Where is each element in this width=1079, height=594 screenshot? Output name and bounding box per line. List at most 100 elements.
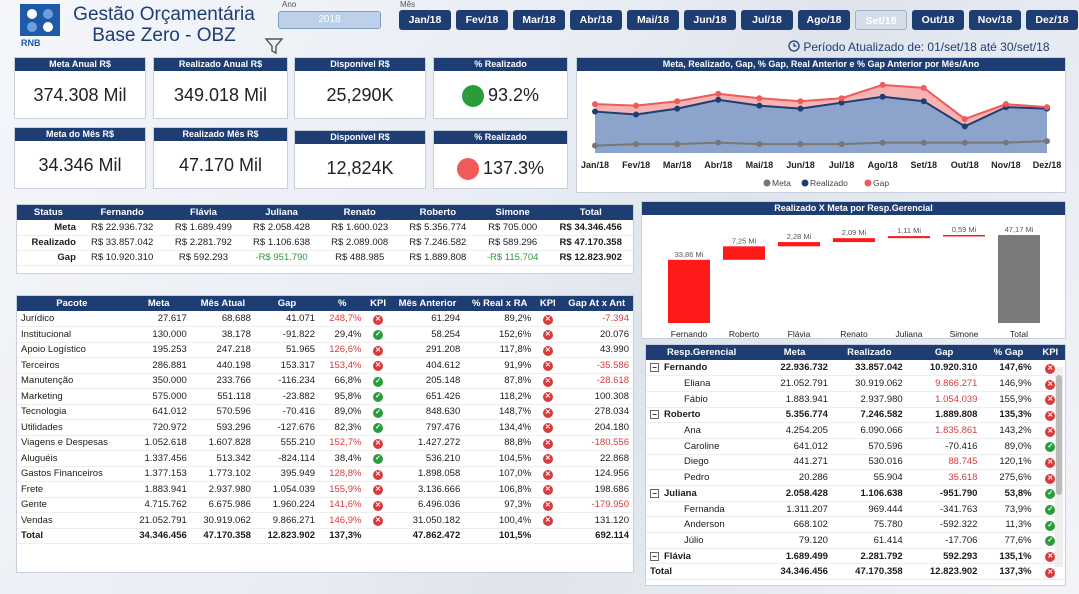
bar-roberto[interactable] bbox=[723, 246, 765, 260]
point-realizado[interactable] bbox=[674, 105, 681, 112]
table-row[interactable]: Apoio Logístico 195.253 247.218 51.965 126,6… bbox=[17, 342, 633, 358]
collapse-icon[interactable]: − bbox=[650, 551, 659, 561]
bar-renato[interactable] bbox=[833, 238, 875, 243]
table-row[interactable]: Fábio 1.883.941 2.937.980 1.054.039 155,9% ✕ bbox=[646, 391, 1065, 408]
total-row[interactable]: Total 34.346.456 47.170.358 12.823.902 137,3… bbox=[646, 563, 1065, 581]
table-row[interactable]: Marketing 575.000 551.118 -23.882 95,8% ✓ 651.… bbox=[17, 388, 633, 405]
point-meta[interactable] bbox=[1002, 139, 1009, 146]
table-row[interactable]: Pedro 20.286 55.904 35.618 275,6% ✕ bbox=[646, 469, 1065, 486]
point-realizado[interactable] bbox=[633, 111, 640, 118]
table-row[interactable]: Anderson 668.102 75.780 -592.322 11,3% ✓ bbox=[646, 516, 1065, 534]
point-gap[interactable] bbox=[674, 98, 681, 105]
column-header[interactable]: Fernando bbox=[79, 205, 165, 220]
point-gap[interactable] bbox=[715, 90, 722, 97]
column-header[interactable]: % Real x RA bbox=[464, 296, 536, 311]
table-row[interactable]: Aluguéis 1.337.456 513.342 -824.114 38,4% ✓ 53… bbox=[17, 450, 633, 467]
total-row[interactable]: Total 34.346.456 47.170.358 12.823.902 137,3… bbox=[17, 527, 633, 544]
column-header[interactable]: Flávia bbox=[164, 205, 243, 220]
point-meta[interactable] bbox=[961, 139, 968, 146]
point-realizado[interactable] bbox=[961, 123, 968, 130]
table-row[interactable]: Ana 4.254.205 6.090.066 1.835.861 143,2% ✕ bbox=[646, 422, 1065, 439]
collapse-icon[interactable]: − bbox=[650, 363, 659, 373]
point-meta[interactable] bbox=[879, 139, 886, 146]
column-header[interactable]: Mês Atual bbox=[190, 296, 255, 311]
month-button-fev-18[interactable]: Fev/18 bbox=[456, 10, 508, 30]
point-realizado[interactable] bbox=[797, 105, 804, 112]
scrollbar[interactable] bbox=[1055, 367, 1063, 567]
table-row[interactable]: Tecnologia 641.012 570.596 -70.416 89,0% ✓ 848… bbox=[17, 404, 633, 420]
column-header[interactable]: Simone bbox=[476, 205, 549, 220]
month-button-jun-18[interactable]: Jun/18 bbox=[684, 10, 736, 30]
point-gap[interactable] bbox=[633, 102, 640, 109]
column-header[interactable]: Gap bbox=[254, 296, 320, 311]
point-meta[interactable] bbox=[756, 141, 763, 148]
column-header[interactable]: Pacote bbox=[17, 296, 127, 311]
table-row[interactable]: Jurídico 27.617 68.688 41.071 248,7% ✕ 61.294 8… bbox=[17, 311, 633, 327]
column-header[interactable]: Roberto bbox=[398, 205, 477, 220]
point-gap[interactable] bbox=[797, 98, 804, 105]
column-header[interactable]: Juliana bbox=[242, 205, 321, 220]
column-header[interactable]: Renato bbox=[320, 205, 399, 220]
point-gap[interactable] bbox=[1002, 101, 1009, 108]
table-row[interactable]: Manutenção 350.000 233.766 -116.234 66,8% ✓ 20… bbox=[17, 373, 633, 389]
table-row[interactable]: Diego 441.271 530.016 88.745 120,1% ✕ bbox=[646, 454, 1065, 471]
point-meta[interactable] bbox=[797, 141, 804, 148]
column-header[interactable]: Status bbox=[17, 205, 80, 220]
month-button-out-18[interactable]: Out/18 bbox=[912, 10, 964, 30]
point-meta[interactable] bbox=[715, 139, 722, 146]
column-header[interactable]: KPI bbox=[365, 296, 391, 311]
column-header[interactable]: Gap bbox=[906, 345, 982, 360]
column-header[interactable]: Meta bbox=[757, 345, 832, 360]
table-row[interactable]: Viagens e Despesas 1.052.618 1.607.828 555.… bbox=[17, 435, 633, 451]
point-gap[interactable] bbox=[756, 95, 763, 102]
point-realizado[interactable] bbox=[920, 98, 927, 105]
filter-icon[interactable] bbox=[264, 37, 284, 55]
point-meta[interactable] bbox=[633, 141, 640, 148]
point-gap[interactable] bbox=[961, 115, 968, 122]
column-header[interactable]: Resp.Gerencial bbox=[646, 345, 758, 360]
point-meta[interactable] bbox=[838, 141, 845, 148]
collapse-icon[interactable]: − bbox=[650, 410, 659, 420]
month-button-nov-18[interactable]: Nov/18 bbox=[969, 10, 1021, 30]
group-row[interactable]: − Flávia 1.689.499 2.281.792 592.293 135,1% ✕ bbox=[646, 548, 1065, 565]
point-gap[interactable] bbox=[838, 95, 845, 102]
group-row[interactable]: − Juliana 2.058.428 1.106.638 -951.790 53,8% ✓ bbox=[646, 485, 1065, 502]
table-row[interactable]: Frete 1.883.941 2.937.980 1.054.039 155,9% ✕ 3… bbox=[17, 481, 633, 498]
point-gap[interactable] bbox=[879, 81, 886, 88]
month-button-mai-18[interactable]: Mai/18 bbox=[627, 10, 679, 30]
table-row[interactable]: Vendas 21.052.791 30.919.062 9.866.271 146,9… bbox=[17, 512, 633, 529]
point-gap[interactable] bbox=[1044, 104, 1050, 111]
month-button-abr-18[interactable]: Abr/18 bbox=[570, 10, 622, 30]
point-gap[interactable] bbox=[920, 84, 927, 91]
table-row[interactable]: Caroline 641.012 570.596 -70.416 89,0% ✓ bbox=[646, 438, 1065, 455]
bar-juliana[interactable] bbox=[888, 236, 930, 239]
bar-simone[interactable] bbox=[943, 234, 985, 237]
table-row[interactable]: Terceiros 286.881 440.198 153.317 153,4% ✕ 404… bbox=[17, 357, 633, 374]
group-row[interactable]: − Roberto 5.356.774 7.246.582 1.889.808 135,3… bbox=[646, 407, 1065, 424]
month-button-ago-18[interactable]: Ago/18 bbox=[798, 10, 850, 30]
table-row[interactable]: Fernanda 1.311.207 969.444 -341.763 73,9% ✓ bbox=[646, 501, 1065, 518]
group-row[interactable]: − Fernando 22.936.732 33.857.042 10.920.310 1… bbox=[646, 360, 1065, 377]
column-header[interactable]: % bbox=[319, 296, 366, 311]
point-realizado[interactable] bbox=[756, 102, 763, 109]
month-button-jul-18[interactable]: Jul/18 bbox=[741, 10, 793, 30]
table-row[interactable]: Utilidades 720.972 593.296 -127.676 82,3% ✓ 79… bbox=[17, 419, 633, 436]
column-header[interactable]: KPI bbox=[535, 296, 561, 311]
bar-total[interactable] bbox=[998, 235, 1040, 323]
month-button-jan-18[interactable]: Jan/18 bbox=[399, 10, 451, 30]
point-realizado[interactable] bbox=[838, 99, 845, 106]
point-gap[interactable] bbox=[592, 101, 598, 108]
bar-fernando[interactable] bbox=[668, 259, 710, 323]
table-row[interactable]: Institucional 130.000 38.178 -91.822 29,4% ✓ 5… bbox=[17, 326, 633, 343]
point-meta[interactable] bbox=[920, 139, 927, 146]
column-header[interactable]: Realizado bbox=[831, 345, 907, 360]
point-meta[interactable] bbox=[592, 142, 598, 149]
column-header[interactable]: Gap At x Ant bbox=[560, 296, 633, 311]
bar-flávia[interactable] bbox=[778, 242, 820, 247]
month-button-mar-18[interactable]: Mar/18 bbox=[513, 10, 565, 30]
point-realizado[interactable] bbox=[592, 108, 598, 115]
scroll-thumb[interactable] bbox=[1056, 375, 1062, 495]
table-row[interactable]: Gente 4.715.762 6.675.986 1.960.224 141,6% ✕ 6… bbox=[17, 497, 633, 513]
point-realizado[interactable] bbox=[715, 96, 722, 103]
table-row[interactable]: Júlio 79.120 61.414 -17.706 77,6% ✓ bbox=[646, 532, 1065, 549]
